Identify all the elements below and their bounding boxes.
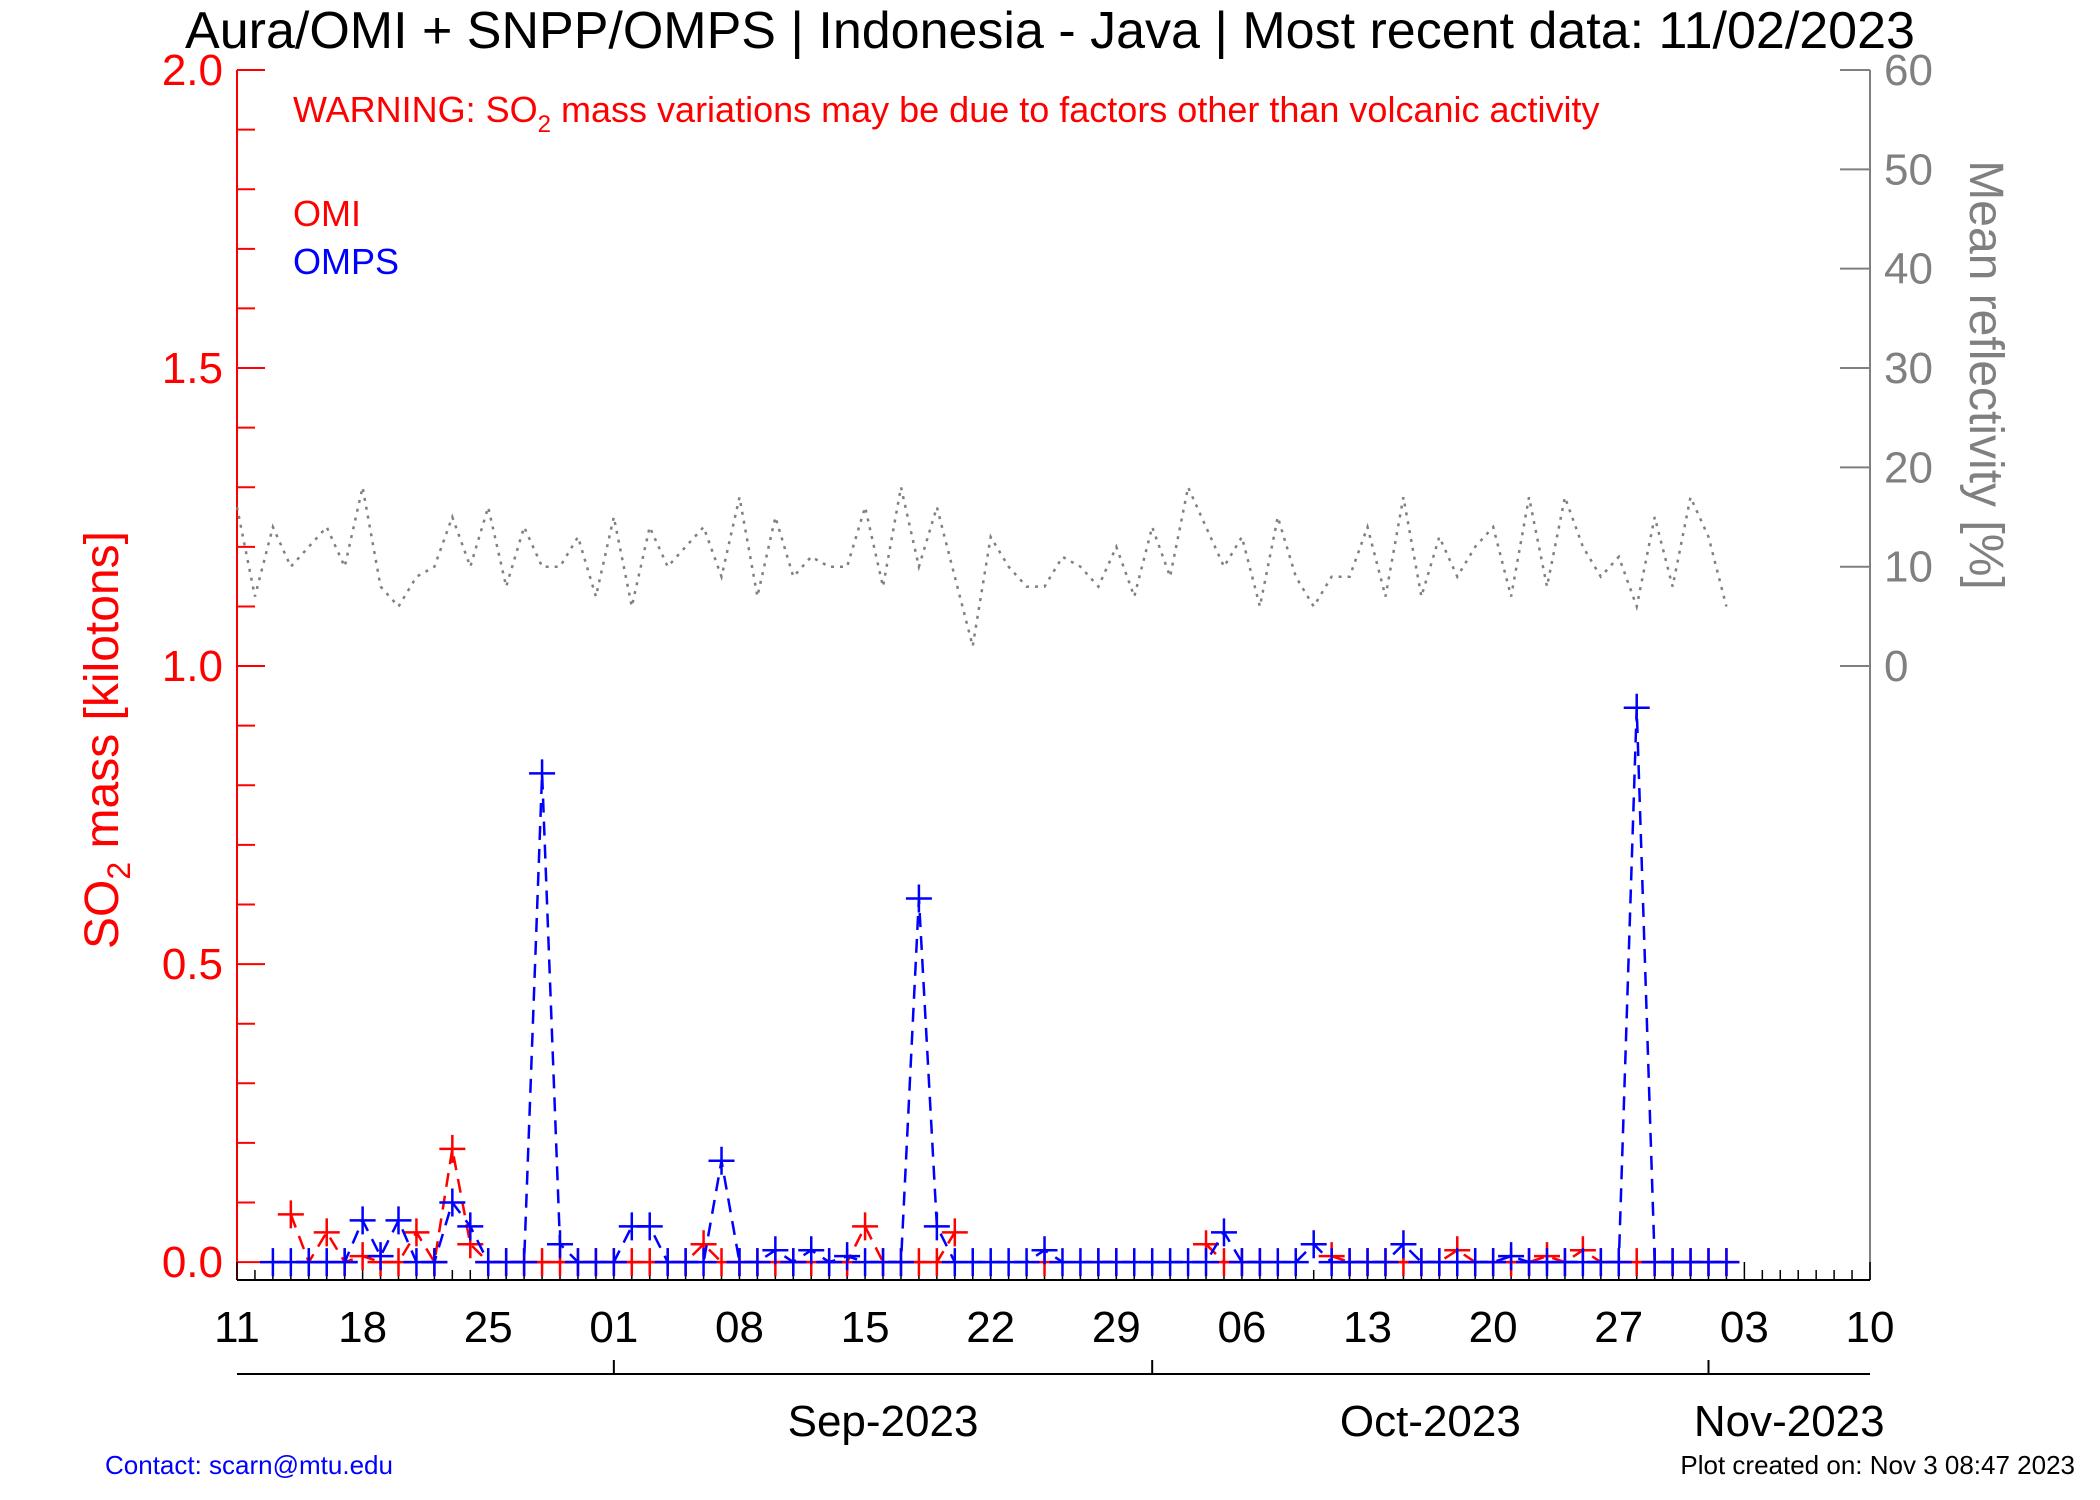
data-point <box>816 1248 843 1277</box>
data-point <box>367 1242 394 1271</box>
left-tick-label: 0.5 <box>162 940 223 989</box>
right-tick-label: 40 <box>1884 245 1933 294</box>
chart-title: Aura/OMI + SNPP/OMPS | Indonesia - Java … <box>185 2 1915 60</box>
month-label: Sep-2023 <box>788 1397 979 1446</box>
data-point <box>277 1200 304 1229</box>
data-point <box>852 1212 879 1241</box>
data-point <box>923 1212 950 1241</box>
data-point <box>439 1188 466 1217</box>
y-left-label: SO2 mass [kilotons] <box>76 531 137 949</box>
y-left-label-rest: mass [kilotons] <box>76 531 129 862</box>
series-mean-reflectivity <box>235 483 1728 647</box>
data-point <box>762 1236 789 1265</box>
right-tick-label: 50 <box>1884 145 1933 194</box>
month-axis-ticks: Sep-2023 Oct-2023 Nov-2023 <box>612 1360 1885 1446</box>
data-point <box>905 884 932 913</box>
data-point <box>1623 693 1650 722</box>
footer-created: Plot created on: Nov 3 08:47 2023 <box>1680 1450 2075 1480</box>
x-tick-label: 08 <box>715 1303 764 1352</box>
x-tick-label: 25 <box>464 1303 513 1352</box>
data-point <box>834 1242 861 1271</box>
data-point <box>1390 1230 1417 1259</box>
data-point <box>1498 1242 1525 1271</box>
data-point <box>529 759 556 788</box>
series-line <box>235 483 1728 647</box>
x-tick-label: 29 <box>1092 1303 1141 1352</box>
data-point <box>385 1206 412 1235</box>
right-tick-label: 10 <box>1884 543 1933 592</box>
right-tick-label: 20 <box>1884 443 1933 492</box>
month-label: Oct-2023 <box>1340 1397 1521 1446</box>
data-point <box>421 1248 448 1277</box>
series-omps <box>259 693 1740 1277</box>
data-point <box>780 1248 807 1277</box>
data-point <box>547 1230 574 1259</box>
data-point <box>313 1218 340 1247</box>
left-tick-label: 1.0 <box>162 642 223 691</box>
legend-omps: OMPS <box>293 241 399 282</box>
data-point <box>457 1212 484 1241</box>
right-tick-label: 0 <box>1884 642 1908 691</box>
x-tick-label: 06 <box>1217 1303 1266 1352</box>
warning-prefix: WARNING: SO <box>293 89 538 130</box>
series-line <box>272 707 1727 1264</box>
right-tick-label: 60 <box>1884 46 1933 95</box>
x-axis-ticks: 11 18 25 01 08 15 22 29 06 13 20 27 03 10 <box>214 1262 1894 1352</box>
footer-contact: Contact: scarn@mtu.edu <box>105 1450 393 1480</box>
data-point <box>1013 1248 1040 1277</box>
data-point <box>1480 1248 1507 1277</box>
x-tick-label: 15 <box>841 1303 890 1352</box>
data-point <box>1300 1230 1327 1259</box>
warning-text: WARNING: SO2 mass variations may be due … <box>293 89 1600 138</box>
plot-frame <box>236 70 1871 1375</box>
x-tick-label: 11 <box>214 1303 260 1352</box>
data-point <box>941 1218 968 1247</box>
left-tick-label: 1.5 <box>162 344 223 393</box>
data-point <box>798 1236 825 1265</box>
data-point <box>744 1248 771 1277</box>
series-layer <box>235 483 1740 1277</box>
x-tick-label: 03 <box>1720 1303 1769 1352</box>
right-tick-label: 30 <box>1884 344 1933 393</box>
data-point <box>439 1134 466 1163</box>
left-axis-ticks: 0.0 0.5 1.0 1.5 2.0 <box>162 46 265 1287</box>
data-point <box>1282 1248 1309 1277</box>
data-point <box>1193 1248 1220 1277</box>
data-point <box>636 1212 663 1241</box>
legend-omi: OMI <box>293 193 361 234</box>
warning-suffix: mass variations may be due to factors ot… <box>551 89 1599 130</box>
x-tick-label: 13 <box>1343 1303 1392 1352</box>
data-point <box>690 1248 717 1277</box>
x-tick-label: 22 <box>966 1303 1015 1352</box>
data-point <box>708 1146 735 1175</box>
x-tick-label: 27 <box>1594 1303 1643 1352</box>
x-tick-label: 20 <box>1469 1303 1518 1352</box>
month-label: Nov-2023 <box>1694 1397 1885 1446</box>
x-tick-label: 01 <box>589 1303 638 1352</box>
data-point <box>403 1218 430 1247</box>
data-point <box>1713 1248 1740 1277</box>
x-tick-label: 18 <box>338 1303 387 1352</box>
x-tick-label: 10 <box>1846 1303 1895 1352</box>
data-point <box>887 1248 914 1277</box>
data-point <box>511 1248 538 1277</box>
warning-subscript: 2 <box>538 111 551 138</box>
data-point <box>600 1248 627 1277</box>
y-left-label-main: SO <box>76 880 129 949</box>
data-point <box>1031 1236 1058 1265</box>
left-tick-label: 0.0 <box>162 1238 223 1287</box>
y-left-label-sub: 2 <box>101 862 137 880</box>
data-point <box>1210 1218 1237 1247</box>
data-point <box>1372 1248 1399 1277</box>
y-right-label: Mean reflectivity [%] <box>1959 160 2012 589</box>
left-tick-label: 2.0 <box>162 46 223 95</box>
data-point <box>349 1206 376 1235</box>
data-point <box>1605 1248 1632 1277</box>
right-axis-ticks: 0 10 20 30 40 50 60 <box>1840 46 1933 691</box>
data-point <box>331 1248 358 1277</box>
